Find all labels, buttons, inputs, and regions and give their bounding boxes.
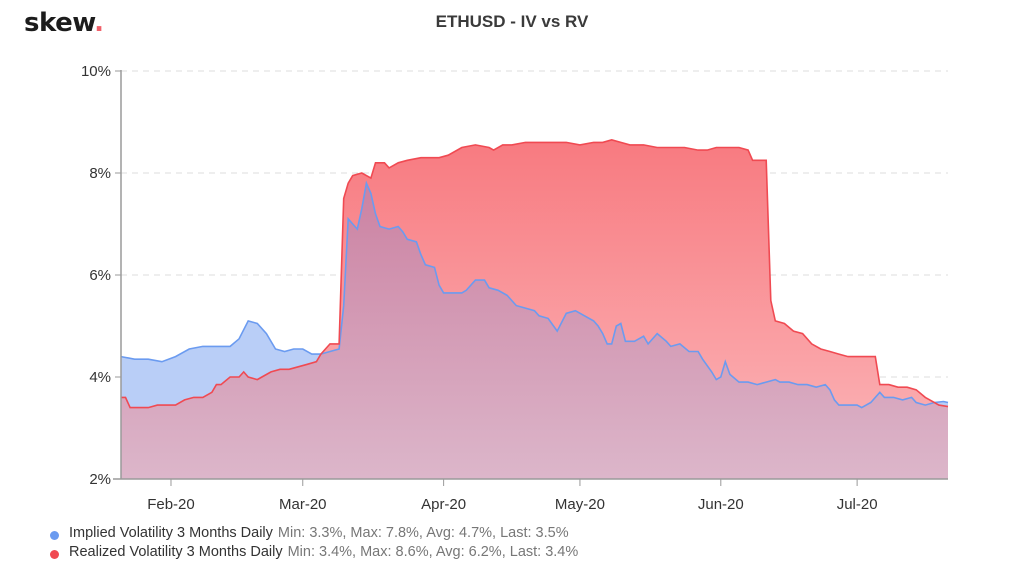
x-tick-label: Jun-20 (698, 496, 744, 513)
skew-logo: skew. (24, 8, 104, 38)
y-tick-label: 10% (81, 63, 111, 80)
legend-item-rv[interactable]: Realized Volatility 3 Months Daily Min: … (50, 543, 578, 562)
x-tick-label: May-20 (555, 496, 605, 513)
logo-text: skew (24, 8, 95, 38)
legend-name: Implied Volatility 3 Months Daily (69, 525, 273, 541)
iv-line[interactable] (120, 180, 949, 409)
x-tick-label: Jul-20 (837, 496, 878, 513)
x-tick-label: Feb-20 (147, 496, 195, 513)
legend-stats: Min: 3.4%, Max: 8.6%, Avg: 6.2%, Last: 3… (287, 544, 579, 560)
x-tick-label: Mar-20 (279, 496, 327, 513)
x-tick-label: Apr-20 (421, 496, 466, 513)
y-tick-label: 2% (89, 471, 111, 488)
legend-item-iv[interactable]: Implied Volatility 3 Months Daily Min: 3… (50, 524, 578, 543)
chart-title: ETHUSD - IV vs RV (435, 12, 589, 31)
y-tick-label: 4% (89, 369, 111, 386)
plot-area (120, 138, 949, 480)
rv-legend-dot-icon (50, 549, 59, 559)
logo-dot: . (94, 8, 104, 38)
y-tick-label: 8% (89, 165, 111, 182)
legend: Implied Volatility 3 Months Daily Min: 3… (50, 524, 578, 562)
rv-line[interactable] (121, 138, 949, 409)
y-tick-label: 6% (89, 267, 111, 284)
legend-stats: Min: 3.3%, Max: 7.8%, Avg: 4.7%, Last: 3… (277, 525, 569, 541)
legend-name: Realized Volatility 3 Months Daily (69, 544, 283, 560)
axes: 2% 4% 6% 8% 10% Feb-20 Mar-20 Apr-20 May-20 Jun-2… (81, 63, 948, 513)
iv-legend-dot-icon (50, 530, 59, 540)
